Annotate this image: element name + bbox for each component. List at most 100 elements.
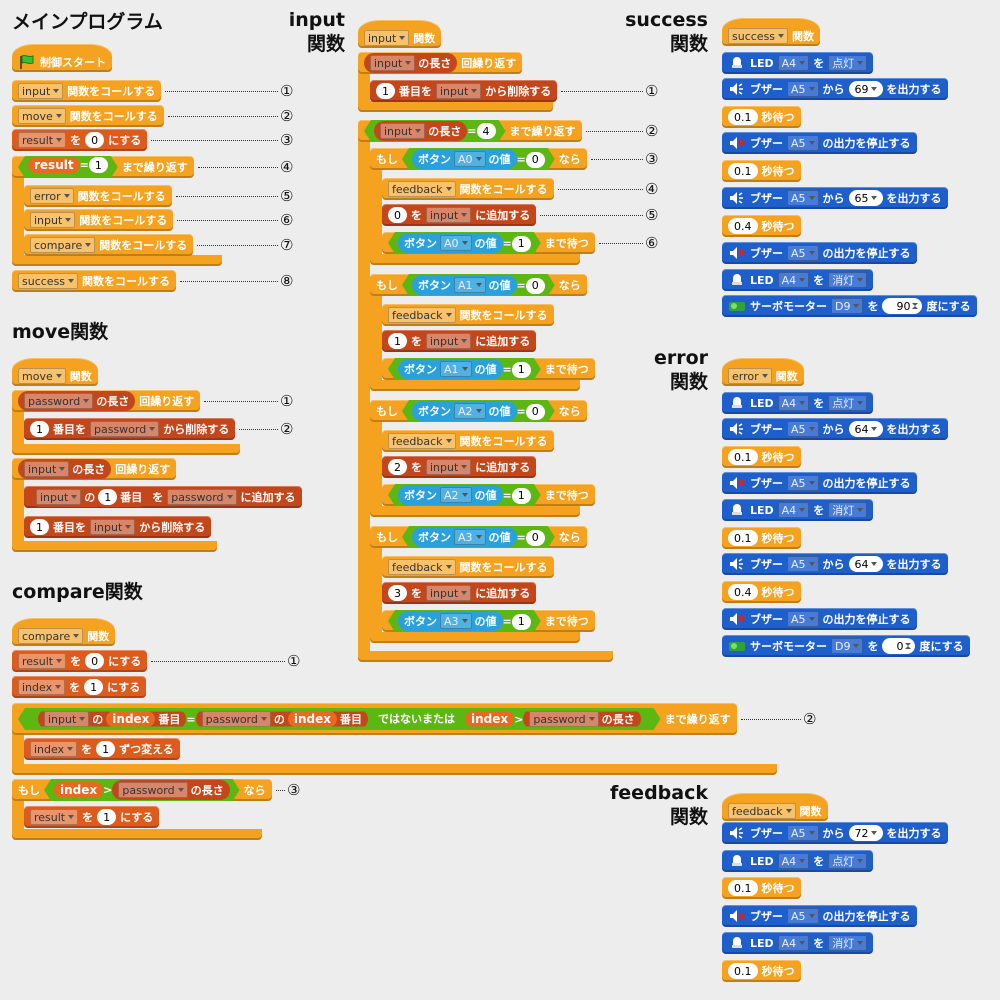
label: 関数をコールする	[459, 435, 548, 448]
label: を	[867, 300, 879, 313]
step-number: ⑥	[645, 234, 659, 252]
label: =	[516, 405, 526, 418]
label: 回繰り返す	[139, 395, 195, 408]
number-slot: 0	[85, 132, 105, 148]
number-slot: 0.1	[728, 963, 758, 979]
label: ブザー	[750, 247, 783, 260]
block: 1 を input に追加する	[382, 330, 537, 352]
dropdown: feedback	[388, 559, 456, 575]
label: ブザー	[750, 423, 783, 436]
c-block-arm	[12, 458, 24, 552]
leader-line	[591, 159, 643, 160]
block-icon	[728, 475, 746, 491]
dropdown: input	[90, 519, 136, 535]
label: から削除する	[163, 423, 230, 436]
variable-reporter: result	[28, 157, 80, 173]
label: の	[84, 491, 96, 504]
label: の長さ	[96, 395, 130, 408]
step-number: ④	[645, 180, 659, 198]
block: index を 1 ずつ変える	[24, 738, 180, 760]
number-slot: 1	[512, 236, 531, 252]
label: の出力を停止する	[822, 477, 911, 490]
step-number: ①	[280, 82, 294, 100]
label: ボタン	[418, 279, 451, 292]
leader-line	[151, 140, 278, 141]
label: を	[813, 397, 825, 410]
label: =	[502, 615, 512, 628]
label: を	[867, 640, 879, 653]
number-slot: 0.1	[728, 163, 758, 179]
number-slot: 0.4	[728, 584, 758, 600]
dropdown: result	[18, 132, 67, 148]
number-slot: 0	[526, 404, 545, 420]
label: ブザー	[750, 192, 783, 205]
number-spinner: 90	[882, 298, 923, 314]
block: success 関数をコールする	[12, 270, 177, 292]
variable-reporter: index	[465, 711, 514, 727]
dropdown: A5	[787, 475, 819, 491]
dropdown: A5	[787, 190, 819, 206]
dropdown: input	[426, 459, 472, 475]
leader-line	[204, 401, 278, 402]
dropdown: input	[36, 489, 82, 505]
label: ボタン	[418, 531, 451, 544]
dropdown: 点灯	[828, 55, 868, 71]
dropdown: password	[24, 393, 94, 409]
leader-line	[540, 215, 643, 216]
label: の	[92, 713, 104, 726]
label: 秒待つ	[761, 586, 795, 599]
c-block-foot	[370, 380, 580, 391]
c-block-foot	[358, 651, 613, 662]
label: 関数	[799, 805, 822, 818]
label: を	[813, 504, 825, 517]
label: ボタン	[404, 615, 437, 628]
boolean: ボタン A1 の値 = 1	[388, 358, 541, 380]
dropdown: move	[18, 108, 66, 124]
dropdown: compare	[18, 628, 84, 644]
leader-line	[165, 91, 278, 92]
section-title: move関数	[12, 320, 108, 344]
label: の値	[474, 489, 497, 502]
label: ずつ変える	[119, 743, 174, 756]
dropdown: input	[370, 55, 416, 71]
c-block-arm	[370, 526, 382, 643]
dropdown: 消灯	[828, 272, 868, 288]
number-slot: 0	[526, 278, 545, 294]
boolean: ボタン A2 の値 = 0	[402, 400, 555, 422]
label: >	[514, 712, 524, 726]
list-reporter: input の長さ	[374, 121, 467, 141]
block-icon	[728, 556, 746, 572]
label: 制御スタート	[40, 56, 106, 69]
block: サーボモーター D9 を 90 度にする	[722, 295, 977, 317]
c-block-arm	[12, 156, 24, 266]
block-icon	[728, 190, 746, 206]
number-dropdown: 69	[848, 81, 883, 97]
block: feedback 関数をコールする	[382, 178, 554, 200]
label: ボタン	[404, 363, 437, 376]
block: 0 を input に追加する	[382, 204, 537, 226]
boolean: result = 1	[18, 156, 118, 178]
label: LED	[750, 936, 774, 950]
label: ブザー	[750, 910, 783, 923]
label: 関数をコールする	[99, 239, 188, 252]
list-reporter: input の index 番目	[38, 709, 186, 729]
label: 番目を	[53, 423, 86, 436]
label: に追加する	[475, 209, 531, 222]
number-slot: 0	[388, 207, 407, 223]
leader-line	[177, 220, 278, 221]
dropdown: input	[426, 585, 472, 601]
label: まで繰り返す	[121, 161, 188, 174]
label: にする	[108, 655, 142, 668]
label: の出力を停止する	[822, 910, 911, 923]
dropdown: success	[18, 273, 79, 289]
dropdown: input	[44, 711, 89, 727]
label: サーボモーター	[750, 640, 827, 653]
step-number: ③	[280, 131, 294, 149]
leader-line	[198, 167, 278, 168]
leader-line	[197, 245, 278, 246]
label: の長さ	[601, 713, 635, 726]
label: 関数をコールする	[79, 214, 168, 227]
label: なら	[558, 153, 581, 166]
label: 関数をコールする	[69, 110, 158, 123]
